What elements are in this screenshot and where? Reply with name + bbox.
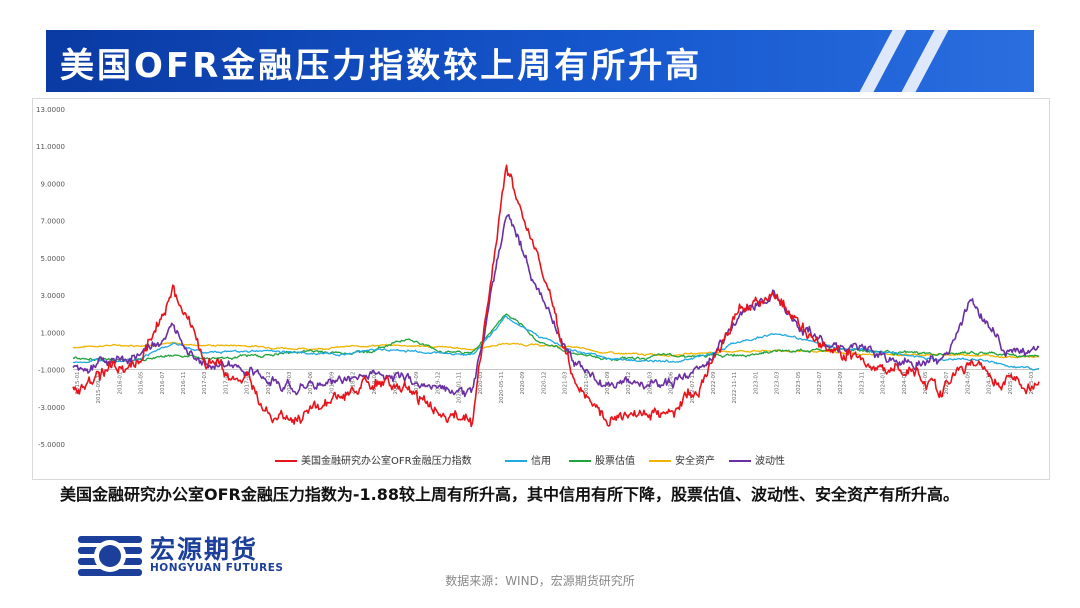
x-tick-label: 2025-01 xyxy=(1008,372,1014,395)
x-tick-label: 2019-06 xyxy=(393,371,399,394)
y-tick-label: -5.0000 xyxy=(38,441,65,449)
y-tick-label: 1.0000 xyxy=(41,329,66,337)
x-tick-label: 2017-03 xyxy=(202,371,208,394)
y-tick-label: 3.0000 xyxy=(41,292,66,300)
x-tick-label: 2016-11 xyxy=(181,372,187,395)
x-tick-label: 2020-03 xyxy=(478,371,484,394)
x-tick-label: 2021-03 xyxy=(563,371,569,394)
x-tick-label: 2018-12 xyxy=(351,372,357,395)
x-tick-label: 2017-09 xyxy=(245,371,251,394)
series-line-0 xyxy=(72,164,1040,428)
x-tick-label: 2015-01 xyxy=(75,372,81,395)
y-tick-label: -1.0000 xyxy=(38,367,65,375)
line-chart: 13.0000 11.0000 9.0000 7.0000 5.0000 3.0000 1.… xyxy=(36,106,1040,467)
x-tick-label: 2016-07 xyxy=(160,371,166,394)
x-tick-label: 2024-01 xyxy=(881,372,887,395)
x-tick-label: 2022-11-11 xyxy=(732,372,738,404)
chart-frame: 13.0000 11.0000 9.0000 7.0000 5.0000 3.0000 1.… xyxy=(32,98,1050,480)
x-tick-label: 2018-03 xyxy=(287,371,293,394)
banner-stripe xyxy=(901,30,949,92)
legend-label: 安全资产 xyxy=(675,454,715,467)
legend-label: 股票估值 xyxy=(595,454,635,467)
y-tick-label: 11.0000 xyxy=(36,143,65,151)
x-tick-label: 2023-09 xyxy=(838,371,844,394)
y-tick-label: 13.0000 xyxy=(36,106,65,114)
x-tick-label: 2023-11 xyxy=(859,372,865,395)
legend-label: 信用 xyxy=(531,455,551,467)
x-tick-label: 2025-03 xyxy=(1029,371,1035,394)
x-tick-label: 2020-12 xyxy=(541,372,547,395)
x-tick-label: 2023-07 xyxy=(817,371,823,394)
x-tick-label: 2024-11 xyxy=(987,372,993,395)
x-tick-label: 2024-03 xyxy=(902,371,908,394)
page-title: 美国OFR金融压力指数较上周有所升高 xyxy=(60,46,703,86)
x-tick-label: 2023-05 xyxy=(796,371,802,394)
x-tick-label: 2020-05-11 xyxy=(499,372,505,404)
y-tick-label: -3.0000 xyxy=(38,404,65,412)
x-tick-label: 2022-09 xyxy=(711,371,717,394)
logo-english-text: HONGYUAN FUTURES xyxy=(150,562,284,574)
y-tick-label: 7.0000 xyxy=(41,218,66,226)
series-line-1 xyxy=(72,315,1040,371)
y-tick-label: 5.0000 xyxy=(41,255,66,263)
title-banner: 美国OFR金融压力指数较上周有所升高 xyxy=(46,30,1034,92)
banner-stripe xyxy=(859,30,907,92)
x-tick-label: 2024-07 xyxy=(944,371,950,394)
legend-label: 美国金融研究办公室OFR金融压力指数 xyxy=(301,454,472,467)
x-tick-label: 2024-09 xyxy=(965,371,971,394)
company-logo: 宏源期货 HONGYUAN FUTURES xyxy=(76,530,316,578)
logo-chinese-text: 宏源期货 xyxy=(150,535,259,564)
x-tick-label: 2016-01 xyxy=(117,372,123,395)
data-source-note: 数据来源：WIND，宏源期货研究所 xyxy=(445,574,635,588)
x-tick-label: 2019-12 xyxy=(435,372,441,395)
x-tick-label: 2015-09-11 xyxy=(96,372,102,404)
y-tick-label: 9.0000 xyxy=(41,180,66,188)
x-tick-label: 2023-01 xyxy=(753,372,759,395)
x-tick-label: 2016-05 xyxy=(139,371,145,394)
x-tick-label: 2020-09 xyxy=(520,371,526,394)
x-tick-label: 2023-03 xyxy=(775,371,781,394)
x-tick-label: 2024-05 xyxy=(923,371,929,394)
x-tick-label: 2022-07-11 xyxy=(690,372,696,404)
x-tick-label: 2021-06 xyxy=(584,371,590,394)
description-text: 美国金融研究办公室OFR金融压力指数为-1.88较上周有所升高，其中信用有所下降… xyxy=(60,485,959,504)
legend-label: 波动性 xyxy=(755,454,785,467)
series-line-4 xyxy=(72,213,1040,398)
x-tick-label: 2017-06 xyxy=(223,371,229,394)
logo-mark-icon xyxy=(78,536,142,576)
